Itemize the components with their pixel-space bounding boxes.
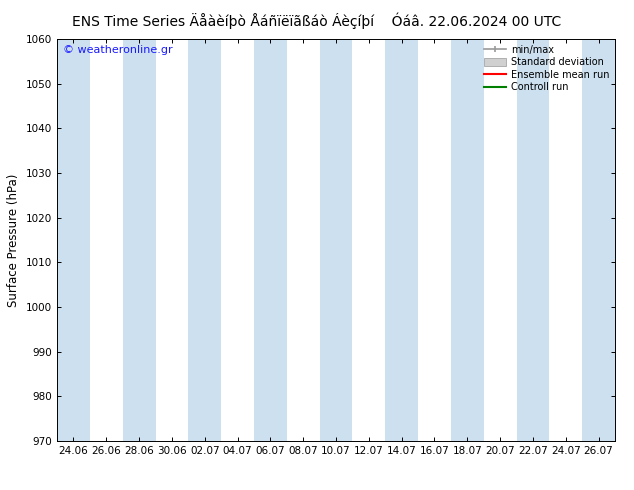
Bar <box>582 39 615 441</box>
Text: © weatheronline.gr: © weatheronline.gr <box>63 45 172 55</box>
Bar <box>123 39 155 441</box>
Bar <box>188 39 221 441</box>
Y-axis label: Surface Pressure (hPa): Surface Pressure (hPa) <box>8 173 20 307</box>
Bar <box>385 39 418 441</box>
Text: ENS Time Series Äåàèíþò Åáñïëïãßáò Áèçíþí    Óáâ. 22.06.2024 00 UTC: ENS Time Series Äåàèíþò Åáñïëïãßáò Áèçíþ… <box>72 12 562 29</box>
Bar <box>517 39 549 441</box>
Bar <box>254 39 287 441</box>
Legend: min/max, Standard deviation, Ensemble mean run, Controll run: min/max, Standard deviation, Ensemble me… <box>481 41 613 96</box>
Bar <box>320 39 353 441</box>
Bar <box>451 39 484 441</box>
Bar <box>57 39 90 441</box>
